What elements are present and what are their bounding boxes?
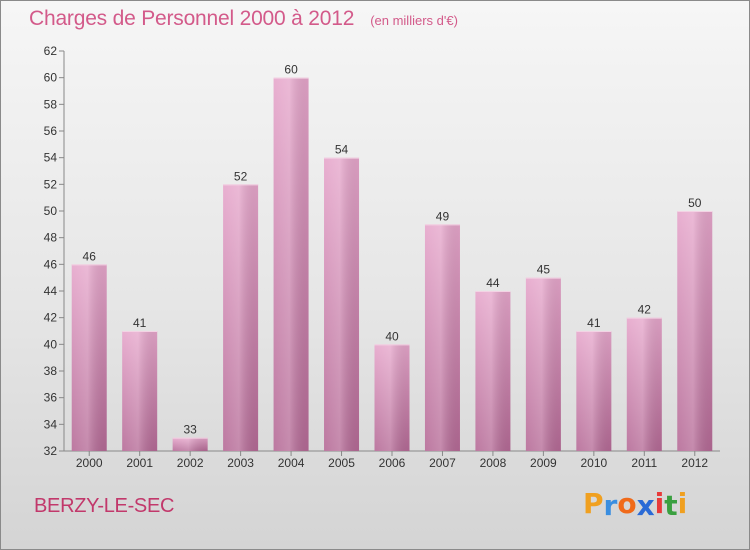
bar-2001 (122, 331, 158, 451)
title-text: Charges de Personnel 2000 à 2012 (29, 7, 355, 30)
y-tick-label: 32 (44, 444, 58, 458)
y-tick-label: 40 (44, 337, 58, 351)
bar-highlight (475, 291, 511, 451)
bar-2005 (324, 157, 360, 451)
x-axis: 2000 2001 2002 2003 2004 2005 2006 2007 2008 2009… (64, 450, 720, 470)
x-tick-label: 2011 (631, 456, 657, 470)
logo-letter: x (636, 489, 655, 522)
bar-highlight (172, 437, 208, 451)
x-tick-label: 2010 (580, 456, 607, 470)
x-tick-label: 2001 (126, 456, 153, 470)
y-tick-label: 50 (44, 204, 58, 218)
bars (71, 77, 713, 452)
bar-2008 (475, 291, 511, 451)
bar-highlight (273, 77, 309, 452)
y-tick-label: 42 (44, 311, 58, 325)
data-label: 42 (638, 303, 652, 317)
y-tick-label: 58 (44, 97, 58, 111)
chart-title: Charges de Personnel 2000 à 2012 (en mill… (29, 7, 458, 31)
data-label: 44 (486, 276, 500, 290)
data-label: 41 (133, 316, 147, 330)
y-tick-label: 46 (44, 257, 58, 271)
data-labels: 46 41 33 52 60 54 40 49 44 45 41 42 50 (83, 63, 702, 437)
data-label: 52 (234, 169, 248, 183)
y-tick-label: 52 (44, 177, 58, 191)
x-tick-label: 2006 (379, 456, 406, 470)
data-label: 33 (183, 423, 197, 437)
bar-2000 (71, 264, 107, 451)
bar-highlight (626, 317, 662, 451)
data-label: 49 (436, 209, 450, 223)
bar-highlight (374, 344, 410, 451)
bar-2012 (677, 211, 713, 451)
data-label: 45 (537, 263, 551, 277)
bar-2011 (626, 317, 662, 451)
bar-highlight (223, 184, 259, 452)
y-tick-label: 38 (44, 364, 58, 378)
proxiti-logo: Proxiti (583, 487, 688, 522)
y-tick-label: 54 (44, 151, 58, 165)
data-label: 46 (83, 249, 97, 263)
bar-2003 (223, 184, 259, 452)
data-label: 50 (688, 196, 702, 210)
bar-2007 (424, 224, 460, 451)
bar-highlight (122, 331, 158, 451)
bar-highlight (71, 264, 107, 451)
bar-2002 (172, 437, 208, 451)
x-tick-label: 2009 (530, 456, 557, 470)
data-label: 41 (587, 316, 601, 330)
x-tick-label: 2000 (76, 456, 103, 470)
x-tick-label: 2003 (227, 456, 254, 470)
y-tick-label: 34 (44, 417, 58, 431)
bar-highlight (525, 277, 561, 451)
bar-2010 (576, 331, 612, 451)
y-tick-label: 60 (44, 71, 58, 85)
x-tick-label: 2002 (177, 456, 204, 470)
y-tick-label: 44 (44, 284, 58, 298)
data-label: 40 (385, 329, 399, 343)
bar-2006 (374, 344, 410, 451)
logo-letter: P (583, 487, 604, 520)
y-tick-label: 56 (44, 124, 58, 138)
x-tick-label: 2012 (681, 456, 708, 470)
title-unit: (en milliers d'€) (370, 13, 458, 28)
y-tick-label: 62 (44, 44, 58, 58)
y-tick-label: 48 (44, 231, 58, 245)
x-tick-label: 2007 (429, 456, 456, 470)
commune-name: BERZY-LE-SEC (34, 495, 175, 517)
x-tick-label: 2004 (278, 456, 305, 470)
bar-2009 (525, 277, 561, 451)
x-tick-label: 2008 (480, 456, 507, 470)
bar-highlight (576, 331, 612, 451)
x-tick-label: 2005 (328, 456, 355, 470)
y-tick-label: 36 (44, 391, 58, 405)
bar-highlight (424, 224, 460, 451)
bar-2004 (273, 77, 309, 452)
y-axis: 32 34 36 38 40 42 44 46 48 50 52 54 56 58 60 62 (44, 44, 65, 458)
logo-letter: t (664, 489, 678, 522)
bar-highlight (677, 211, 713, 451)
bar-highlight (324, 157, 360, 451)
data-label: 54 (335, 143, 349, 157)
logo-letter: o (617, 487, 637, 520)
logo-letter: i (654, 487, 665, 520)
data-label: 60 (284, 63, 298, 77)
logo-letter: i (677, 487, 688, 520)
logo-letter: r (603, 489, 618, 522)
